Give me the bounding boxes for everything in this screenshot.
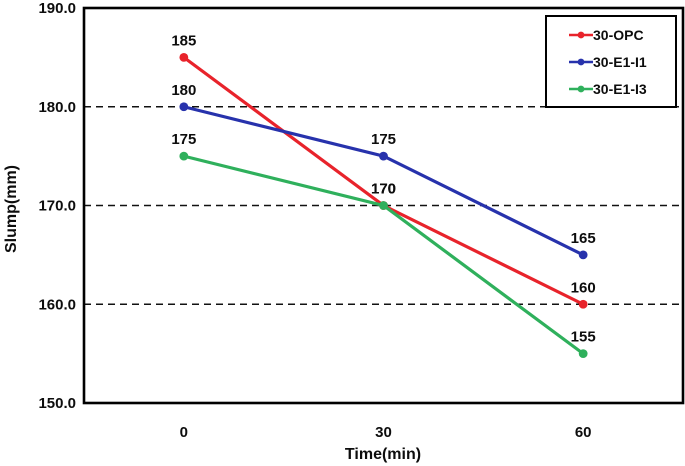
legend-label: 30-OPC bbox=[593, 26, 644, 43]
data-point-marker bbox=[179, 102, 189, 112]
data-point-marker bbox=[179, 52, 189, 62]
x-tick-label: 60 bbox=[575, 424, 592, 441]
x-tick-label: 0 bbox=[180, 424, 188, 441]
y-axis-title: Slump(mm) bbox=[3, 165, 20, 253]
data-point-label: 185 bbox=[171, 32, 196, 49]
legend-item-30-e1-i3: 30-E1-I3 bbox=[569, 82, 675, 96]
x-tick-label: 30 bbox=[375, 424, 392, 441]
data-point-label: 170 bbox=[371, 181, 396, 198]
y-tick-label: 150.0 bbox=[38, 395, 76, 412]
data-point-label: 165 bbox=[571, 230, 596, 247]
y-tick-label: 160.0 bbox=[38, 296, 76, 313]
legend-line-marker-icon bbox=[569, 58, 593, 65]
data-point-marker bbox=[578, 349, 588, 359]
y-tick-label: 190.0 bbox=[38, 0, 76, 17]
x-axis-title: Time(min) bbox=[344, 446, 422, 463]
data-point-marker bbox=[578, 250, 588, 260]
y-tick-label: 180.0 bbox=[38, 99, 76, 116]
data-point-label: 160 bbox=[571, 279, 596, 296]
plot-border bbox=[82, 6, 685, 405]
data-point-label: 155 bbox=[571, 329, 596, 346]
legend-line-marker-icon bbox=[569, 31, 593, 38]
data-point-label: 180 bbox=[171, 82, 196, 99]
data-point-marker bbox=[578, 299, 588, 309]
legend: 30-OPC 30-E1-I1 30-E1-I3 bbox=[545, 15, 677, 108]
legend-item-30-opc: 30-OPC bbox=[569, 28, 675, 42]
legend-line-marker-icon bbox=[569, 85, 593, 92]
data-point-label: 170 bbox=[371, 181, 396, 198]
data-point-marker bbox=[379, 151, 388, 161]
y-tick-label: 170.0 bbox=[38, 198, 76, 215]
data-point-marker bbox=[179, 151, 189, 161]
legend-label: 30-E1-I3 bbox=[593, 80, 647, 97]
legend-item-30-e1-i1: 30-E1-I1 bbox=[569, 55, 675, 69]
data-point-label: 175 bbox=[171, 131, 196, 148]
legend-label: 30-E1-I1 bbox=[593, 53, 647, 70]
data-point-marker bbox=[379, 201, 388, 210]
data-point-label: 175 bbox=[371, 131, 396, 148]
